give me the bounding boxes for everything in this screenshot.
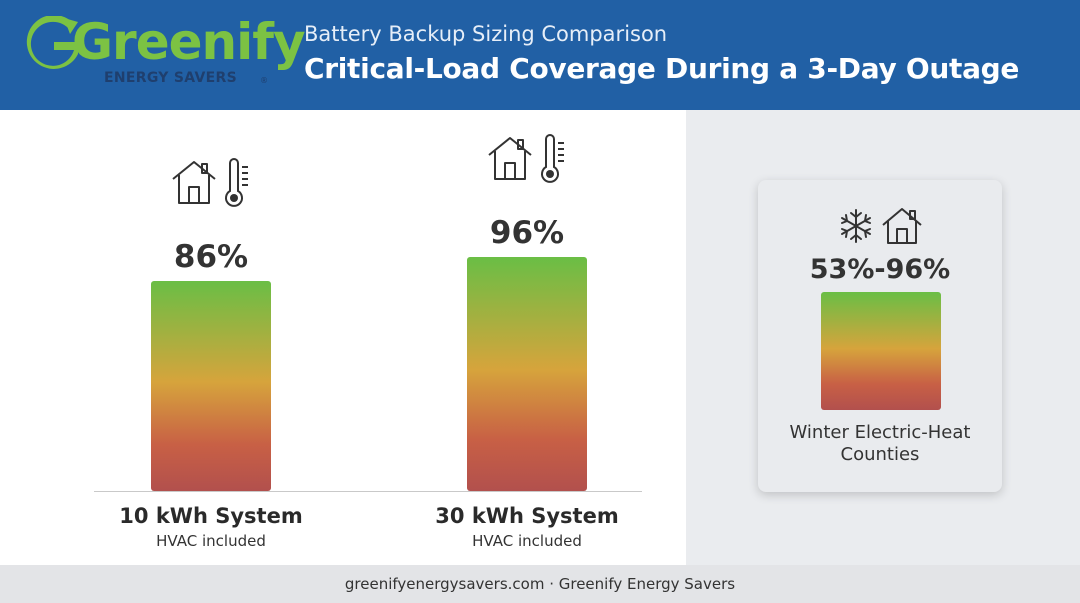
house-icon — [882, 208, 922, 244]
header-banner: Greenify ENERGY SAVERS ® Battery Backup … — [0, 0, 1080, 110]
chart-baseline — [94, 491, 642, 492]
callout-range-label: 53%-96% — [809, 254, 951, 285]
footer-text: greenifyenergysavers.com · Greenify Ener… — [344, 575, 736, 593]
winter-callout-card: 53%-96% Winter Electric-Heat Counties — [758, 180, 1002, 492]
logo-registered-mark: ® — [260, 76, 268, 85]
logo-wordmark: Greenify — [72, 13, 306, 71]
callout-label-line1: Winter Electric-Heat — [789, 422, 971, 443]
callout-range-bar — [821, 292, 941, 410]
footer-bar: greenifyenergysavers.com · Greenify Ener… — [0, 565, 1080, 603]
greenify-logo: Greenify ENERGY SAVERS ® — [24, 12, 306, 92]
bar-value-label: 86% — [173, 239, 249, 276]
callout-label-line2: Counties — [840, 444, 920, 465]
category-subtitle: HVAC included — [472, 532, 582, 550]
house-thermometer-icon — [488, 133, 564, 183]
bar-value-label: 96% — [489, 214, 565, 251]
logo-subtitle: ENERGY SAVERS — [104, 70, 237, 86]
chart-title: Critical-Load Coverage During a 3-Day Ou… — [304, 52, 1020, 85]
chart-supertitle: Battery Backup Sizing Comparison — [304, 22, 668, 46]
bar-2 — [467, 256, 587, 491]
category-label: 30 kWh System — [435, 504, 619, 528]
category-label: 10 kWh System — [119, 504, 303, 528]
house-thermometer-icon — [172, 158, 248, 208]
category-subtitle: HVAC included — [156, 532, 266, 550]
snowflake-icon — [841, 209, 871, 243]
recycle-g-logo-icon — [26, 16, 78, 69]
bar-1 — [151, 281, 271, 491]
